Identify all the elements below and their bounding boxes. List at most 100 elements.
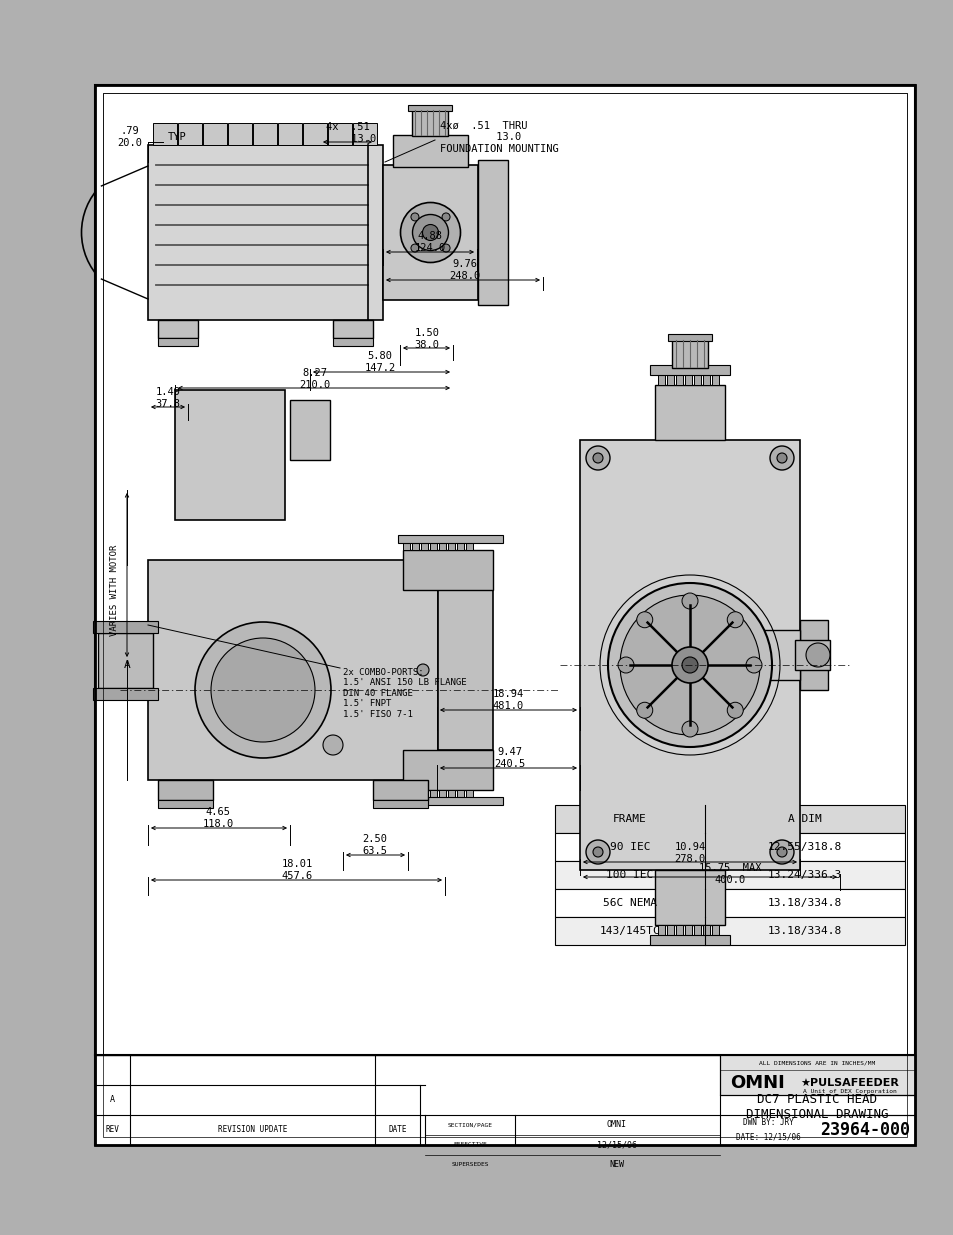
Bar — [477, 161, 507, 305]
Bar — [456, 542, 463, 550]
Text: REV: REV — [106, 1125, 119, 1135]
Bar — [103, 93, 906, 1137]
Bar — [430, 790, 436, 798]
Circle shape — [636, 611, 652, 627]
Bar — [649, 935, 729, 945]
Text: 5.80
147.2: 5.80 147.2 — [364, 351, 395, 373]
Bar — [420, 542, 428, 550]
Bar — [676, 925, 682, 935]
Circle shape — [323, 735, 343, 755]
Text: 1.50
38.0: 1.50 38.0 — [414, 329, 439, 350]
Bar — [402, 542, 410, 550]
Bar — [92, 688, 158, 700]
Bar — [702, 925, 709, 935]
Bar — [402, 550, 493, 590]
Text: 9.47
240.5: 9.47 240.5 — [494, 747, 525, 769]
Circle shape — [593, 847, 602, 857]
Bar — [333, 320, 373, 338]
Text: EFFECTIVE: EFFECTIVE — [453, 1142, 486, 1147]
Circle shape — [412, 215, 448, 251]
Bar — [420, 790, 428, 798]
Text: 2.50
63.5: 2.50 63.5 — [362, 834, 387, 856]
Polygon shape — [174, 520, 285, 590]
Bar — [373, 781, 428, 800]
Circle shape — [619, 595, 760, 735]
Bar — [456, 790, 463, 798]
Text: 4.88
124.0: 4.88 124.0 — [414, 231, 445, 253]
Circle shape — [411, 245, 418, 252]
Text: SECTION/PAGE: SECTION/PAGE — [447, 1123, 492, 1128]
Circle shape — [805, 643, 829, 667]
Text: 15.75  MAX: 15.75 MAX — [698, 863, 760, 873]
Text: OMNI: OMNI — [730, 1074, 784, 1092]
Bar — [412, 542, 418, 550]
Circle shape — [769, 446, 793, 471]
Bar — [693, 375, 700, 385]
Bar — [382, 165, 477, 300]
Circle shape — [769, 840, 793, 864]
Circle shape — [441, 212, 450, 221]
Text: 12.55/318.8: 12.55/318.8 — [767, 842, 841, 852]
Bar — [158, 320, 198, 338]
Bar — [465, 790, 473, 798]
Bar — [676, 375, 682, 385]
Bar — [794, 640, 829, 671]
Bar — [174, 390, 285, 520]
Bar — [412, 790, 418, 798]
Text: 4.65
118.0: 4.65 118.0 — [202, 808, 233, 829]
Text: OMNI: OMNI — [606, 1120, 626, 1130]
Bar — [579, 440, 800, 869]
Text: 12/15/06: 12/15/06 — [597, 1140, 637, 1150]
Text: 13.24/336.3: 13.24/336.3 — [767, 869, 841, 881]
Text: FRAME: FRAME — [613, 814, 646, 824]
Bar — [152, 124, 177, 144]
Bar — [158, 781, 213, 800]
Bar — [228, 124, 252, 144]
Text: DC7 PLASTIC HEAD
DIMENSIONAL DRAWING: DC7 PLASTIC HEAD DIMENSIONAL DRAWING — [745, 1093, 888, 1121]
Bar — [437, 590, 493, 750]
Text: A DIM: A DIM — [787, 814, 821, 824]
Bar — [203, 124, 227, 144]
Circle shape — [416, 664, 429, 676]
Text: 400.0: 400.0 — [714, 876, 745, 885]
Bar — [353, 124, 376, 144]
Circle shape — [211, 638, 314, 742]
Bar — [649, 366, 729, 375]
Text: 13.18/334.8: 13.18/334.8 — [767, 926, 841, 936]
Circle shape — [671, 647, 707, 683]
Text: ★PULSAFEEDER: ★PULSAFEEDER — [800, 1078, 899, 1088]
Text: 18.01
457.6: 18.01 457.6 — [281, 860, 313, 881]
Bar — [402, 750, 493, 790]
Text: 10.94
278.0: 10.94 278.0 — [674, 842, 705, 863]
Circle shape — [618, 657, 634, 673]
Bar — [667, 333, 711, 341]
Bar — [655, 630, 800, 680]
Bar — [158, 800, 213, 808]
Bar — [430, 542, 436, 550]
Text: A: A — [124, 659, 131, 671]
Text: 2x COMBO-PORTS:
1.5' ANSI 150 LB FLANGE
DIN 40 FLANGE
1.5' FNPT
1.5' FISO 7-1: 2x COMBO-PORTS: 1.5' ANSI 150 LB FLANGE … — [343, 668, 466, 719]
Bar — [684, 925, 691, 935]
Circle shape — [411, 212, 418, 221]
Circle shape — [422, 225, 438, 241]
Bar — [555, 861, 904, 889]
Circle shape — [441, 245, 450, 252]
Bar — [555, 805, 904, 832]
Bar — [402, 790, 410, 798]
Text: 90 IEC: 90 IEC — [609, 842, 650, 852]
Bar — [448, 790, 455, 798]
Bar — [555, 889, 904, 918]
Bar — [655, 385, 724, 440]
Bar — [666, 375, 673, 385]
Bar — [555, 918, 904, 945]
Text: 4x  .51
     13.0: 4x .51 13.0 — [319, 122, 375, 143]
Text: DWN BY: JRY: DWN BY: JRY — [741, 1119, 793, 1128]
Text: 13.18/334.8: 13.18/334.8 — [767, 898, 841, 908]
Text: 4xø  .51  THRU
         13.0
FOUNDATION MOUNTING: 4xø .51 THRU 13.0 FOUNDATION MOUNTING — [439, 120, 558, 153]
Circle shape — [607, 583, 771, 747]
Bar — [671, 340, 707, 368]
Text: 9.76
248.0: 9.76 248.0 — [449, 259, 480, 280]
Text: 143/145TC: 143/145TC — [599, 926, 659, 936]
Text: 18.94
481.0: 18.94 481.0 — [492, 689, 523, 711]
Bar — [702, 375, 709, 385]
